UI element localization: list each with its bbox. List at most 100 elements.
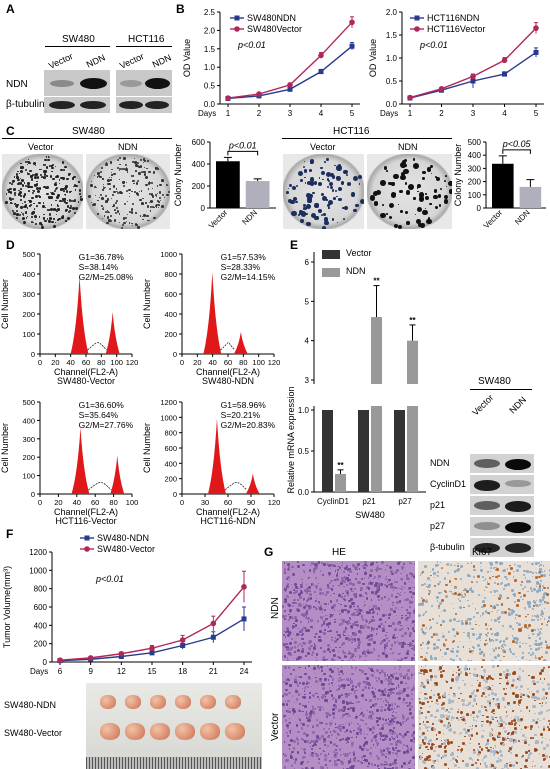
y-tick-label: 100: [22, 472, 35, 481]
y-axis-label: Colony Number: [453, 144, 463, 207]
lane-label-vector: Vector: [118, 51, 146, 71]
s-phase-curve: [87, 342, 107, 351]
s-percent: S=20.21%: [221, 410, 261, 420]
blot-hct116-tubulin: [116, 97, 172, 113]
g2m-peak: [233, 332, 248, 354]
y-tick-label: 0.0: [204, 100, 216, 109]
y-tick-label: 800: [164, 429, 177, 438]
y-tick-label: 600: [164, 444, 177, 453]
legend-marker: [414, 26, 420, 32]
blot-hct116-ndn: [116, 70, 172, 96]
y-axis-label: OD Value: [182, 39, 192, 77]
legend-label: SW480-NDN: [97, 533, 149, 543]
data-point: [502, 71, 507, 77]
legend-label: SW480Vector: [247, 24, 302, 34]
dish-sw480-ndn: [86, 154, 170, 229]
y-axis-label: OD Value: [368, 39, 378, 77]
y-tick-label: 1000: [29, 566, 47, 575]
y-tick-label: 2.0: [204, 26, 216, 35]
micrograph-ki67-ndn: [418, 561, 550, 661]
x-axis-label: SW480: [355, 510, 385, 520]
col-label-he: HE: [332, 547, 346, 558]
panel-label-c: C: [6, 124, 15, 138]
y-axis-label: Cell Number: [142, 423, 152, 473]
x-tick-label: 120: [126, 358, 139, 367]
x-tick-label: 15: [148, 667, 157, 676]
cell-line-hct116: HCT116: [128, 34, 165, 45]
bar-ndn: [245, 181, 270, 208]
x-tick-label: 18: [178, 667, 187, 676]
x-tick-label: 100: [252, 358, 265, 367]
y-tick-label: 0: [31, 490, 35, 499]
panel-label-d: D: [6, 238, 15, 252]
g1-peak: [207, 418, 226, 494]
data-point: [438, 86, 445, 92]
data-point: [287, 86, 293, 92]
lane-label-vector: Vector: [470, 392, 496, 418]
data-point: [349, 19, 355, 26]
x-tick-label: 1: [408, 109, 413, 118]
x-axis-label: Days: [30, 667, 48, 676]
y-axis-label: Relative mRNA expression: [286, 386, 296, 493]
x-tick-label: 0: [38, 358, 42, 367]
lane-label-ndn: NDN: [150, 52, 173, 70]
wb-strip: [470, 538, 534, 557]
divider: [2, 138, 172, 139]
data-point: [256, 91, 262, 97]
panel-e-western-blot: SW480 Vector NDN NDN CyclinD1 p21 p27 β-tubu…: [430, 370, 550, 557]
x-tick-label: 5: [534, 109, 539, 118]
plot-name: SW480-Vector: [57, 376, 115, 386]
tumor: [175, 723, 195, 740]
bar-upper: [371, 317, 382, 384]
dish-sw480-vector: [2, 154, 83, 229]
significance-bracket: [227, 150, 259, 156]
x-tick-label: 40: [208, 358, 216, 367]
chart-b1-sw480-growth: 0.0 0.5 1.0 1.5 2.0 2.5 1 2 3 4 5 Days OD Value SW480…: [182, 8, 360, 118]
s-phase-curve: [220, 342, 236, 351]
row-label-vector: Vector: [270, 712, 281, 741]
x-tick-label: 0: [180, 358, 184, 367]
x-tick-label: 100: [126, 498, 139, 507]
y-tick-label: 0: [201, 204, 206, 213]
data-point: [470, 73, 476, 80]
y-axis-label: Tumor Volume(mm³): [2, 566, 12, 648]
y-tick-label: 400: [34, 621, 48, 630]
x-tick-label: 120: [268, 358, 281, 367]
y-axis-label: Cell Number: [0, 279, 10, 329]
x-tick-label: 0: [38, 498, 42, 507]
data-point: [349, 43, 355, 49]
x-tick-label: 80: [239, 358, 247, 367]
g2m-peak: [105, 312, 120, 354]
y-tick-label: 0.5: [386, 77, 398, 86]
data-point: [318, 69, 324, 75]
blot-sw480-tubulin: [44, 97, 110, 113]
y-tick-label: 200: [22, 310, 35, 319]
y-tick-label: 600: [164, 290, 177, 299]
y-tick-label: 1200: [160, 398, 177, 407]
data-point: [470, 78, 476, 84]
data-point: [210, 634, 216, 640]
y-tick-label: 1.0: [204, 63, 216, 72]
y-tick-label: 800: [164, 270, 177, 279]
y-tick-label: 0.5: [298, 447, 310, 456]
p-value-annotation: p<0.01: [228, 140, 257, 150]
y-tick-label: 0: [43, 658, 48, 667]
x-tick-label: 20: [193, 358, 201, 367]
chart-b2-hct116-growth: 0.0 0.5 1.0 1.5 2.0 1 2 3 4 5 Days OD Value HCT116ND…: [368, 8, 544, 118]
y-tick-label: 200: [164, 475, 177, 484]
g2m-percent: G2/M=20.83%: [221, 420, 276, 430]
x-axis-label: Days: [198, 109, 216, 118]
y-tick-label: 6: [305, 258, 310, 267]
y-tick-label: 300: [22, 290, 35, 299]
data-point: [533, 49, 539, 55]
y-tick-label: 400: [22, 270, 35, 279]
legend-marker: [234, 15, 240, 21]
panel-c-colony: SW480 HCT116 Vector NDN Vector NDN: [0, 120, 550, 235]
s-percent: S=28.33%: [221, 262, 261, 272]
x-tick-label: 60: [224, 358, 232, 367]
g2m-percent: G2/M=14.15%: [221, 272, 276, 282]
wb-title-sw480: SW480: [478, 376, 511, 387]
wb-row-label: CyclinD1: [430, 479, 467, 489]
legend-swatch: [322, 268, 340, 277]
